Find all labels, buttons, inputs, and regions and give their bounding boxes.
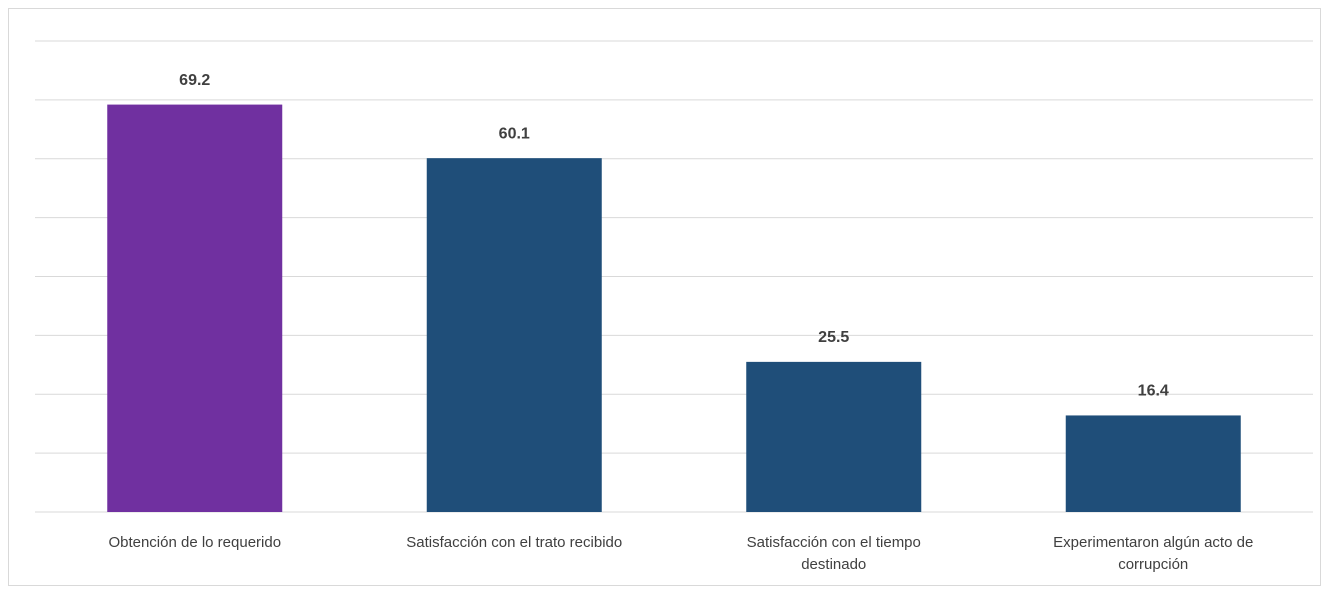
bar	[107, 104, 283, 513]
bar	[746, 361, 922, 512]
value-label: 16.4	[1138, 383, 1169, 400]
bar	[426, 158, 602, 512]
x-tick-label: Satisfacción con el trato recibido	[406, 534, 623, 551]
x-tick-label: Experimentaron algún acto de corrupción	[1053, 534, 1254, 573]
x-tick-label: Satisfacción con el tiempo destinado	[746, 534, 921, 573]
value-label: 69.2	[179, 72, 210, 89]
value-label: 60.1	[499, 125, 530, 142]
value-label: 25.5	[818, 329, 849, 346]
bar	[1065, 415, 1241, 512]
x-tick-label: Obtención de lo requerido	[108, 534, 282, 551]
